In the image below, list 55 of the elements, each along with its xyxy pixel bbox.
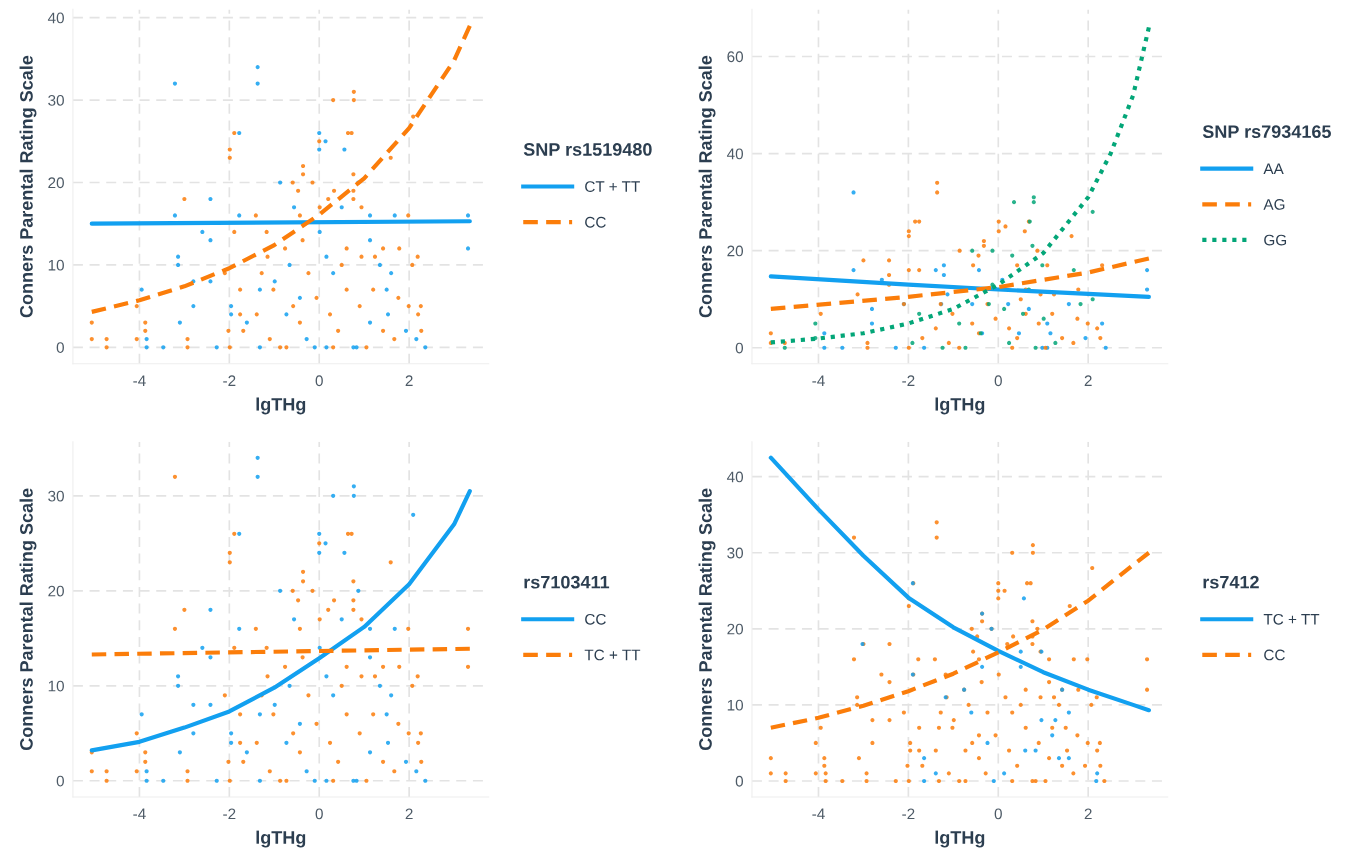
- legend-title: SNP rs1519480: [523, 143, 652, 156]
- y-tick-label: 30: [48, 490, 64, 502]
- x-tick-label: 2: [405, 375, 413, 386]
- y-tick-label: 20: [48, 177, 64, 189]
- y-tick-label: 30: [48, 94, 64, 106]
- x-tick-label: -4: [812, 375, 825, 386]
- x-tick-label: 0: [315, 375, 323, 387]
- y-axis-title: Conners Parental Rating Scale: [698, 488, 716, 751]
- y-tick-label: 20: [727, 245, 744, 257]
- legend-label: TC + TT: [1263, 613, 1320, 625]
- x-axis-title: lgTHg: [256, 397, 306, 415]
- x-axis-title: lgTHg: [256, 830, 306, 848]
- y-tick-label: 40: [47, 12, 64, 24]
- x-tick-label: 0: [994, 808, 1002, 820]
- x-axis-title: lgTHg: [935, 397, 985, 415]
- y-tick-label: 20: [727, 623, 744, 635]
- x-tick-label: -4: [133, 375, 146, 386]
- legend-title: rs7412: [1203, 575, 1259, 589]
- y-tick-label: 0: [56, 775, 64, 787]
- y-tick-label: 40: [726, 148, 744, 160]
- x-tick-label: -4: [812, 808, 825, 820]
- x-tick-label: 0: [315, 808, 323, 820]
- y-tick-label: 20: [48, 585, 64, 597]
- y-axis-title: Conners Parental Rating Scale: [19, 488, 37, 751]
- y-tick-label: 0: [735, 775, 744, 787]
- legend-label: CC: [1264, 649, 1285, 661]
- legend-label: GG: [1264, 234, 1287, 246]
- legend-label: AA: [1263, 163, 1284, 175]
- x-tick-label: 2: [1084, 375, 1092, 386]
- legend-label: CC: [585, 613, 606, 625]
- legend-label: AG: [1263, 199, 1285, 210]
- legend-title: rs7103411: [524, 575, 610, 589]
- legend-title: SNP rs7934165: [1202, 125, 1331, 139]
- y-tick-label: 10: [727, 699, 744, 711]
- x-axis-title: lgTHg: [935, 830, 985, 848]
- y-tick-label: 10: [48, 259, 64, 271]
- x-tick-label: -2: [902, 808, 915, 820]
- y-tick-label: 0: [735, 342, 744, 354]
- legend-label: CT + TT: [585, 181, 640, 192]
- y-tick-label: 10: [48, 680, 64, 692]
- y-tick-label: 60: [727, 51, 744, 63]
- x-tick-label: -4: [133, 808, 146, 820]
- x-tick-label: 2: [1084, 808, 1092, 820]
- x-tick-label: -2: [223, 808, 236, 820]
- x-tick-label: 2: [405, 808, 413, 820]
- y-tick-label: 0: [56, 342, 64, 353]
- y-axis-title: Conners Parental Rating Scale: [19, 55, 37, 318]
- x-tick-label: 0: [994, 375, 1002, 387]
- legend-label: CC: [585, 216, 606, 228]
- y-tick-label: 30: [727, 547, 744, 559]
- y-tick-label: 40: [726, 471, 744, 483]
- x-tick-label: -2: [223, 375, 236, 386]
- y-axis-title: Conners Parental Rating Scale: [698, 55, 716, 318]
- x-tick-label: -2: [902, 375, 915, 386]
- legend-label: TC + TT: [584, 649, 641, 661]
